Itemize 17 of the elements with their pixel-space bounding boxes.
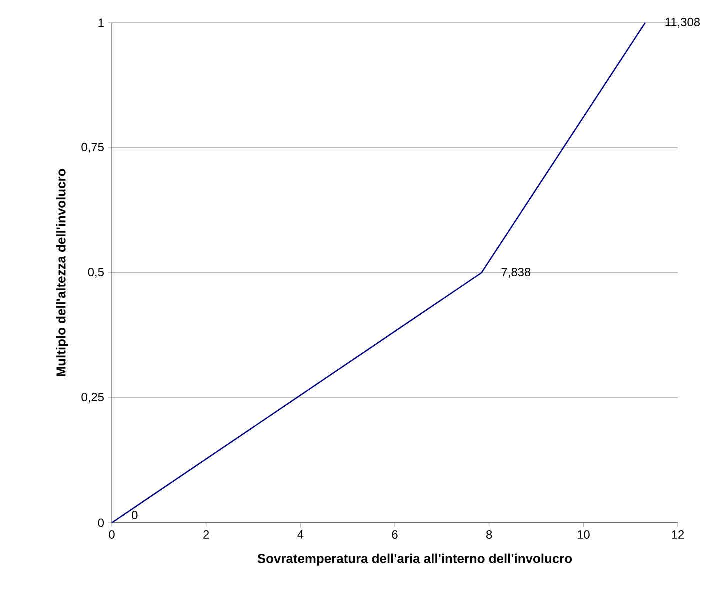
annotation: 11,308 [666, 18, 700, 28]
x-tick-label: 6 [392, 530, 398, 539]
y-tick-label: 0,25 [82, 393, 104, 403]
y-tick-label: 0,75 [82, 143, 104, 153]
x-tick-label: 8 [486, 530, 492, 539]
x-tick-label: 10 [578, 530, 590, 539]
x-axis-title: Sovratemperatura dell'aria all'interno dell'involucro [258, 554, 572, 566]
x-tick-label: 0 [109, 530, 115, 539]
y-tick-label: 0,5 [88, 268, 104, 278]
x-tick-label: 12 [672, 530, 684, 539]
annotation: 0 [132, 511, 138, 520]
annotation: 7,838 [502, 268, 531, 278]
x-tick-label: 4 [298, 530, 304, 539]
x-tick-label: 2 [204, 530, 210, 539]
y-tick-label: 1 [98, 18, 104, 28]
y-axis-title: Multiplo dell'altezza dell'involucro [56, 169, 68, 376]
y-tick-label: 0 [98, 518, 104, 528]
